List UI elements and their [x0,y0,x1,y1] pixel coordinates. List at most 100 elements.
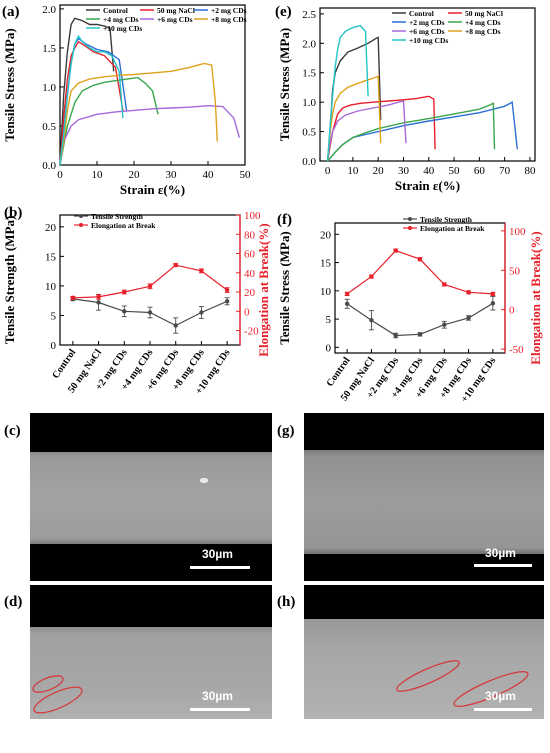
series-line-elongation-at-break [72,264,228,299]
sem-image-g: 30µm [304,413,544,581]
fiber-surface [304,619,544,719]
x-tick-label: 0 [325,165,331,177]
y-tick-label: 0 [51,340,57,352]
panel-label-g: (g) [277,423,295,439]
y-tick-label: 10 [320,286,332,298]
series-line--6-mg-cds [326,100,407,162]
legend-label: Tensile Strength [420,215,473,224]
data-point [173,262,178,268]
legend-label: Tensile Strength [91,212,144,221]
y2-tick-label: 20 [244,287,256,299]
data-point [147,310,153,315]
panel-label-d: (d) [4,594,23,610]
scale-label: 30µm [485,689,516,703]
legend-label: +8 mg CDs [211,15,247,24]
series-line-tensile-strength [346,302,494,337]
x-axis-label: Strain ε(%) [395,178,460,193]
data-point [369,318,374,323]
y-tick-label: 10 [45,281,57,293]
data-point [173,323,178,328]
defect-annotations [32,675,83,714]
y2-tick-label: 40 [244,268,256,280]
y-tick-label: 20 [45,222,57,234]
x-tick-label: 70 [499,165,511,177]
legend-marker [408,217,412,221]
x-axis-label: Strain ε(%) [120,182,185,197]
scale-label: 30µm [202,547,233,561]
series-line--10-mg-cds [326,24,369,162]
data-point [393,333,398,338]
legend-label: Elongation at Break [420,224,485,233]
legend-label: +10 mg CDs [103,24,142,33]
y-tick-label: 1.5 [302,68,316,80]
legend-label: +2 mg CDs [211,6,247,15]
y-tick-label: 1.5 [42,43,56,55]
y-tick-label: 0.0 [302,156,316,168]
data-point [147,284,153,289]
legend-label: +4 mg CDs [465,18,501,27]
data-point [96,300,101,305]
data-point [344,301,350,307]
data-point [417,257,423,262]
data-point [344,291,350,297]
x-tick-label: 50 [449,165,461,177]
sem-image-c: 30µm [30,413,272,581]
y-tick-label: 0.5 [42,121,56,133]
surface-particle [200,478,208,483]
chart-e-stress-strain: 0 10 20 30 40 50 60 70 80 0.0 0.5 1.0 1.5 2.0 2.5 Strai… [277,7,536,193]
defect-ellipse [453,671,529,707]
panel-label-e: (e) [275,4,292,20]
y2-tick-label: 0 [244,306,250,318]
data-point [224,299,230,304]
x-tick-label: 30 [398,165,410,177]
data-point [442,282,447,287]
legend-label: Elongation at Break [91,221,156,230]
sem-image-h: 30µm [304,585,544,719]
y2-axis-label: Elongation at Break(%) [528,231,543,364]
series-line--6-mg-cds [59,104,241,166]
y2-axis-label: Elongation at Break(%) [256,223,271,356]
chart-a-stress-strain: 0 10 20 30 40 50 0.0 0.5 1.0 1.5 2.0 Strain ε(%) Ten… [2,4,252,197]
x-tick-label: 40 [203,169,215,181]
scale-bar [474,564,532,567]
series-line-50-mg-nacl [326,95,436,162]
y-tick-label: 0 [326,342,332,354]
scale-label: 30µm [202,689,233,703]
defect-annotations [396,660,529,707]
scale-bar [474,708,532,711]
legend-marker [408,226,412,230]
series-line--8-mg-cds [59,62,218,166]
data-point [199,268,204,274]
data-point [490,301,496,306]
series-line-control [59,17,115,166]
panel-label-a: (a) [2,4,20,20]
fiber-surface [30,452,272,544]
panel-label-c: (c) [4,423,21,439]
y-tick-label: 5 [326,314,332,326]
legend-label: +8 mg CDs [465,27,501,36]
data-point [417,332,423,337]
x-tick-label: 40 [423,165,435,177]
y2-tick-label: -20 [244,326,259,338]
legend-label: +6 mg CDs [157,15,193,24]
y-tick-label: 15 [45,251,57,263]
series-line--4-mg-cds [59,76,159,166]
series-line--10-mg-cds [59,34,124,166]
scale-label: 30µm [485,546,516,560]
y-axis-label: Tensile Stress (MPa) [277,28,292,141]
panel-label-h: (h) [277,594,296,610]
x-tick-label: 20 [129,169,141,181]
legend-label: 50 mg NaCl [157,6,195,15]
fiber-surface [304,450,544,554]
y2-tick-label: 100 [509,226,526,238]
y-tick-label: 2.0 [302,38,316,50]
defect-ellipse [33,686,83,714]
data-point [466,315,471,321]
panel-label-b: (b) [4,205,23,221]
x-tick-label: 80 [524,165,536,177]
y-tick-label: 5 [51,310,57,322]
x-tick-label: 50 [240,169,252,181]
y2-tick-label: 60 [244,249,256,261]
